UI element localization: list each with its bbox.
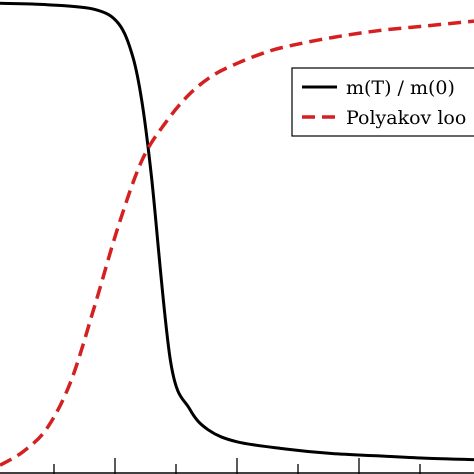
x-axis-ticks	[0, 458, 474, 474]
legend-box	[291, 67, 474, 137]
series-line-polyakov	[0, 19, 474, 467]
legend-label-m: m(T) / m(0)	[346, 77, 455, 99]
legend-label-polyakov: Polyakov loo	[346, 107, 466, 129]
series-line-m	[0, 1, 474, 462]
legend: m(T) / m(0) Polyakov loo	[291, 67, 474, 137]
